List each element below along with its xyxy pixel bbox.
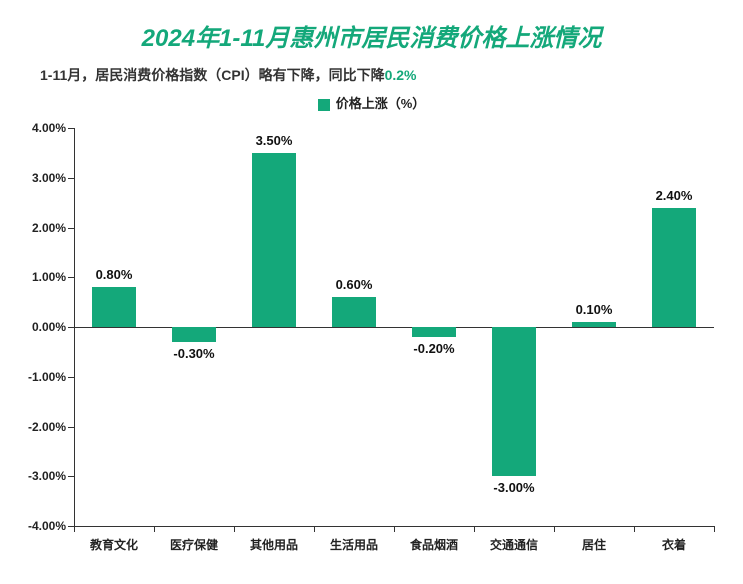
y-tick-label: 1.00% bbox=[32, 270, 66, 284]
chart-title: 2024年1-11月惠州市居民消费价格上涨情况 bbox=[0, 0, 743, 53]
x-tick-mark bbox=[394, 526, 395, 532]
y-tick-label: 4.00% bbox=[32, 121, 66, 135]
chart-legend: 价格上涨（%） bbox=[0, 85, 743, 112]
x-axis-labels: 教育文化 医疗保健 其他用品 生活用品 食品烟酒 交通通信 居住 衣着 bbox=[74, 536, 714, 566]
bar bbox=[172, 327, 216, 342]
legend-label: 价格上涨（%） bbox=[336, 96, 426, 111]
y-tick-label: -4.00% bbox=[28, 519, 66, 533]
bar-value-label: -3.00% bbox=[493, 480, 534, 495]
zero-line bbox=[74, 327, 714, 328]
bar-value-label: 0.60% bbox=[336, 277, 373, 292]
bar bbox=[412, 327, 456, 337]
chart-container: 2024年1-11月惠州市居民消费价格上涨情况 1-11月，居民消费价格指数（C… bbox=[0, 0, 743, 584]
y-axis: -4.00%-3.00%-2.00%-1.00%0.00%1.00%2.00%3… bbox=[0, 128, 74, 526]
x-tick-mark bbox=[314, 526, 315, 532]
x-category-label: 教育文化 bbox=[90, 536, 138, 553]
subtitle-text: 1-11月，居民消费价格指数（CPI）略有下降，同比下降 bbox=[40, 67, 385, 83]
x-category-label: 食品烟酒 bbox=[410, 536, 458, 553]
bar bbox=[652, 208, 696, 327]
legend-swatch bbox=[318, 99, 330, 111]
bar bbox=[92, 287, 136, 327]
bar bbox=[492, 327, 536, 476]
x-tick-mark bbox=[234, 526, 235, 532]
subtitle-highlight: 0.2% bbox=[385, 67, 417, 83]
plot-area: 0.80% -0.30% 3.50% 0.60% -0.20% -3.00% 0.10% 2.… bbox=[74, 128, 714, 526]
bar-value-label: 0.80% bbox=[96, 267, 133, 282]
bar-value-label: -0.20% bbox=[413, 341, 454, 356]
x-category-label: 居住 bbox=[582, 536, 606, 553]
y-tick-label: 0.00% bbox=[32, 320, 66, 334]
x-category-label: 交通通信 bbox=[490, 536, 538, 553]
bar-value-label: 0.10% bbox=[576, 302, 613, 317]
x-category-label: 衣着 bbox=[662, 536, 686, 553]
x-tick-mark bbox=[474, 526, 475, 532]
bar-value-label: 2.40% bbox=[656, 188, 693, 203]
y-tick-label: 2.00% bbox=[32, 221, 66, 235]
chart-subtitle: 1-11月，居民消费价格指数（CPI）略有下降，同比下降0.2% bbox=[0, 53, 743, 85]
y-tick-label: -1.00% bbox=[28, 370, 66, 384]
y-tick-label: -2.00% bbox=[28, 420, 66, 434]
x-tick-mark bbox=[714, 526, 715, 532]
x-category-label: 其他用品 bbox=[250, 536, 298, 553]
bar-value-label: -0.30% bbox=[173, 346, 214, 361]
x-category-label: 生活用品 bbox=[330, 536, 378, 553]
y-tick-label: -3.00% bbox=[28, 469, 66, 483]
x-category-label: 医疗保健 bbox=[170, 536, 218, 553]
bar bbox=[572, 322, 616, 327]
bar bbox=[332, 297, 376, 327]
x-tick-mark bbox=[74, 526, 75, 532]
x-tick-mark bbox=[554, 526, 555, 532]
y-tick-label: 3.00% bbox=[32, 171, 66, 185]
x-tick-mark bbox=[634, 526, 635, 532]
bar bbox=[252, 153, 296, 327]
bar-value-label: 3.50% bbox=[256, 133, 293, 148]
x-tick-mark bbox=[154, 526, 155, 532]
